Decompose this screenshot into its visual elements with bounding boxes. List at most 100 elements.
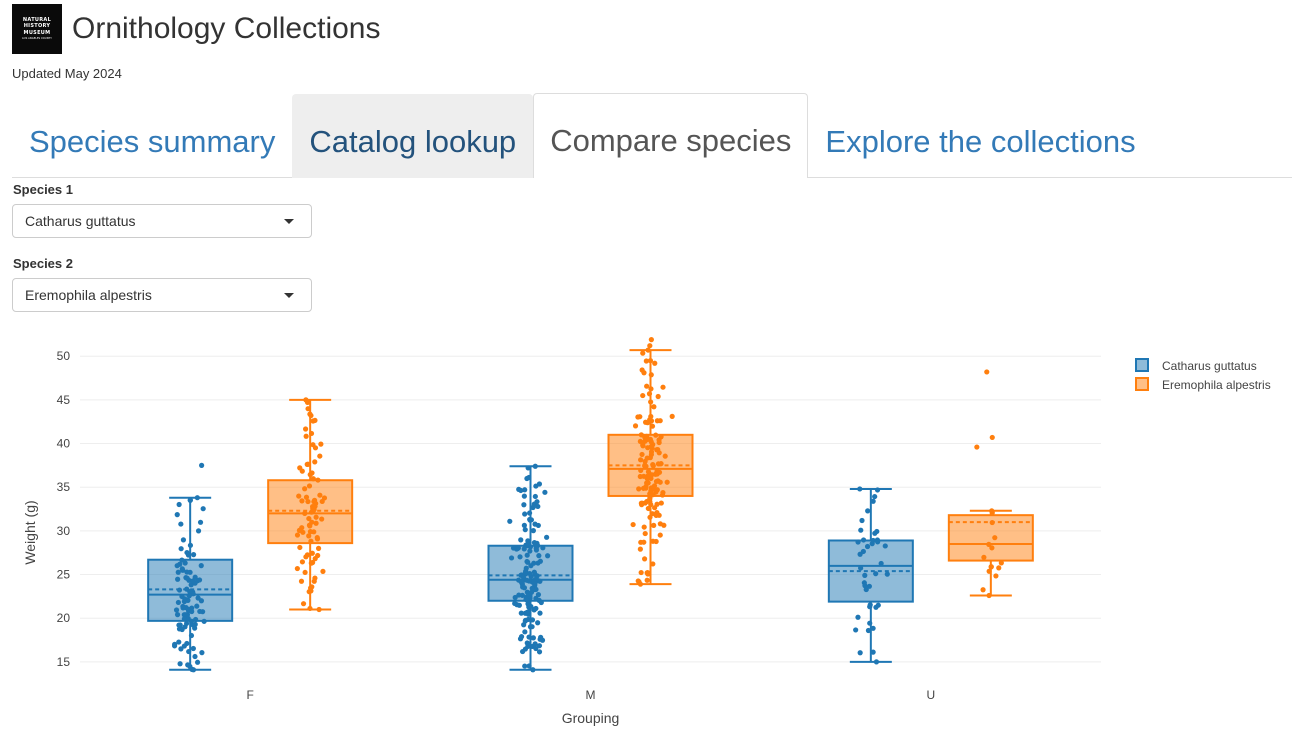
data-point [532, 641, 538, 647]
data-point [518, 634, 525, 640]
data-point [655, 393, 661, 400]
y-axis-title: Weight (g) [22, 500, 38, 564]
data-point [639, 451, 645, 458]
y-tick-label: 25 [57, 568, 71, 582]
data-point [313, 520, 319, 526]
data-point [302, 486, 308, 492]
data-point [638, 467, 644, 473]
data-point [639, 500, 645, 506]
data-point [318, 441, 324, 447]
data-point [302, 426, 309, 432]
data-point [653, 538, 659, 545]
data-point [305, 406, 311, 412]
data-point [637, 581, 644, 587]
data-point [641, 473, 647, 479]
data-point [637, 546, 643, 552]
data-point [866, 583, 872, 589]
tab-catalog-lookup[interactable]: Catalog lookup [292, 94, 534, 178]
data-point [524, 589, 530, 595]
data-point [648, 413, 654, 420]
data-point [984, 369, 990, 375]
caret-down-icon [284, 293, 294, 298]
data-point [650, 463, 656, 469]
data-point [884, 571, 890, 577]
weight-box-plot[interactable]: 15 20 25 30 35 40 45 50 F M U Grouping Weight (g) Cat… [0, 330, 1292, 735]
data-point [875, 602, 881, 608]
data-point [303, 397, 309, 403]
data-point [518, 537, 524, 543]
data-point [523, 596, 529, 602]
tab-compare-species[interactable]: Compare species [533, 93, 809, 178]
data-point [538, 634, 544, 640]
data-point [517, 554, 523, 560]
data-point [525, 541, 531, 547]
data-point [642, 462, 648, 468]
data-point [524, 609, 530, 615]
data-point [535, 560, 541, 566]
data-point [648, 449, 655, 455]
data-point [175, 599, 182, 606]
data-point [989, 434, 995, 441]
data-point [651, 404, 657, 410]
data-point [302, 569, 308, 576]
data-point [531, 560, 537, 566]
data-point [652, 505, 658, 511]
data-point [314, 534, 320, 541]
data-point [535, 592, 542, 598]
data-point [316, 606, 322, 613]
data-point [659, 492, 666, 498]
data-point [653, 471, 659, 477]
data-point [648, 337, 654, 343]
tab-species-summary[interactable]: Species summary [29, 123, 276, 159]
data-point [530, 635, 536, 641]
data-point [299, 525, 305, 531]
legend-swatch [1135, 377, 1149, 391]
data-point [632, 423, 639, 429]
y-tick-label: 45 [57, 393, 71, 407]
species2-select[interactable]: Eremophila alpestris [12, 278, 312, 312]
data-point [647, 358, 654, 364]
data-point [192, 653, 198, 660]
data-point [644, 420, 651, 426]
data-point [518, 610, 524, 616]
data-point [306, 533, 312, 539]
data-point [309, 584, 315, 590]
data-point [181, 616, 188, 622]
data-point [640, 485, 647, 491]
data-point [522, 511, 528, 517]
data-point [648, 501, 654, 508]
data-point [853, 627, 859, 633]
data-point [522, 527, 528, 533]
data-point [989, 519, 995, 526]
species1-select[interactable]: Catharus guttatus [12, 204, 312, 238]
data-point [660, 384, 666, 390]
tab-explore-collections[interactable]: Explore the collections [825, 123, 1136, 159]
data-point [526, 663, 532, 669]
box-eremophila-alpestris-F [267, 397, 354, 613]
data-point [174, 563, 180, 569]
data-point [186, 608, 192, 614]
data-point [648, 386, 654, 392]
data-point [650, 492, 656, 498]
species2-label: Species 2 [13, 256, 73, 271]
data-point [171, 643, 178, 649]
box-eremophila-alpestris-M [607, 337, 694, 587]
data-point [310, 476, 316, 482]
data-point [648, 439, 654, 445]
data-point [533, 576, 539, 582]
data-point [178, 646, 184, 652]
data-point [637, 438, 643, 445]
data-point [524, 552, 530, 558]
museum-logo: NATURAL HISTORY MUSEUM LOS ANGELES COUNT… [12, 4, 62, 54]
data-point [532, 580, 538, 587]
data-point [865, 627, 872, 634]
data-point [544, 534, 550, 540]
data-point [527, 510, 533, 516]
y-tick-label: 15 [57, 655, 71, 669]
data-point [641, 524, 647, 530]
data-point [303, 433, 309, 439]
data-point [640, 350, 646, 356]
data-point [535, 620, 541, 626]
data-point [529, 624, 535, 630]
data-point [870, 537, 876, 544]
